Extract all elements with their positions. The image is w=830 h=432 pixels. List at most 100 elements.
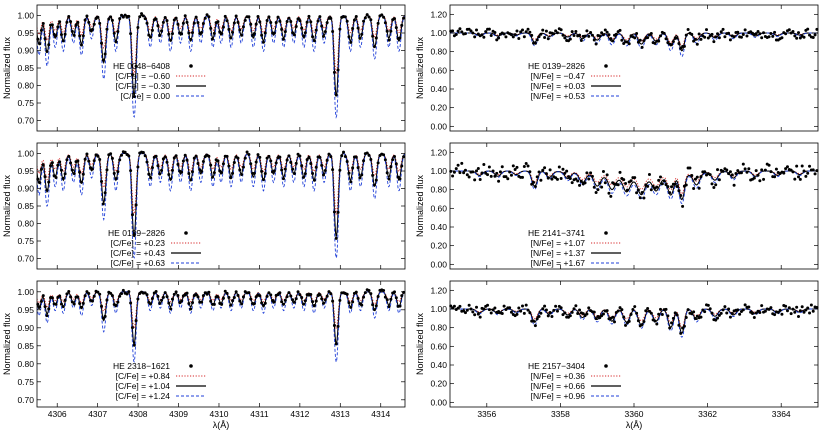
y-tick-label: 0.20 bbox=[430, 379, 447, 389]
observed-point bbox=[123, 150, 127, 154]
observed-point bbox=[670, 321, 674, 325]
observed-point bbox=[460, 161, 464, 165]
y-tick-label: 0.95 bbox=[17, 166, 34, 176]
observed-point bbox=[793, 177, 797, 181]
observed-point bbox=[646, 184, 650, 188]
observed-point bbox=[160, 168, 164, 172]
observed-point bbox=[638, 196, 642, 200]
series-line-0 bbox=[37, 153, 405, 216]
observed-point bbox=[338, 27, 342, 31]
observed-point bbox=[543, 36, 547, 40]
observed-point bbox=[105, 168, 109, 172]
observed-point bbox=[666, 314, 670, 318]
observed-point bbox=[394, 26, 398, 30]
observed-point bbox=[515, 29, 519, 33]
observed-point bbox=[684, 33, 688, 37]
observed-point bbox=[365, 151, 369, 155]
observed-point bbox=[356, 296, 360, 300]
observed-point bbox=[555, 177, 559, 181]
observed-point bbox=[662, 179, 666, 183]
observed-point bbox=[714, 35, 718, 39]
observed-point bbox=[112, 171, 116, 175]
observed-point bbox=[291, 31, 295, 35]
observed-point bbox=[322, 34, 326, 38]
observed-point bbox=[646, 36, 650, 40]
observed-point bbox=[183, 14, 187, 18]
observed-point bbox=[400, 294, 404, 298]
observed-point bbox=[600, 185, 604, 189]
observed-point bbox=[487, 308, 491, 312]
observed-point bbox=[272, 169, 276, 173]
observed-point bbox=[47, 307, 51, 311]
observed-point bbox=[227, 296, 231, 300]
observed-point bbox=[263, 301, 267, 305]
observed-point bbox=[58, 160, 62, 164]
observed-point bbox=[167, 173, 171, 177]
y-tick-label: 0.60 bbox=[430, 65, 447, 75]
observed-point bbox=[278, 291, 282, 295]
observed-point bbox=[524, 30, 528, 34]
observed-point bbox=[739, 35, 743, 39]
observed-point bbox=[109, 152, 113, 156]
observed-point bbox=[769, 306, 773, 310]
observed-point bbox=[522, 311, 526, 315]
observed-point bbox=[120, 153, 124, 157]
observed-point bbox=[83, 18, 87, 22]
observed-point bbox=[61, 39, 65, 43]
observed-point bbox=[79, 305, 83, 309]
observed-point bbox=[221, 25, 225, 29]
observed-point bbox=[192, 156, 196, 160]
observed-point bbox=[526, 27, 530, 31]
observed-point bbox=[189, 178, 193, 182]
observed-point bbox=[475, 28, 478, 32]
observed-point bbox=[469, 29, 473, 33]
legend-marker-observed bbox=[604, 64, 608, 68]
observed-point bbox=[283, 167, 287, 171]
legend-marker-observed bbox=[604, 231, 608, 235]
observed-point bbox=[50, 161, 54, 165]
observed-point bbox=[103, 52, 107, 56]
observed-point bbox=[473, 35, 477, 39]
observed-point bbox=[303, 172, 307, 176]
observed-point bbox=[721, 308, 725, 312]
observed-point bbox=[387, 38, 391, 42]
observed-point bbox=[320, 163, 324, 167]
observed-point bbox=[463, 168, 467, 172]
observed-point bbox=[49, 164, 53, 168]
observed-point bbox=[163, 15, 167, 19]
observed-point bbox=[285, 20, 289, 23]
observed-point bbox=[232, 21, 236, 25]
legend-entry-label: [N/Fe] = +1.67 bbox=[531, 258, 586, 268]
observed-point bbox=[544, 29, 548, 33]
observed-point bbox=[784, 167, 788, 171]
observed-point bbox=[187, 31, 191, 35]
observed-point bbox=[78, 34, 82, 38]
observed-point bbox=[231, 299, 235, 303]
observed-point bbox=[201, 294, 205, 298]
x-tick-label: 4306 bbox=[48, 409, 67, 419]
observed-point bbox=[570, 30, 574, 34]
observed-point bbox=[136, 297, 140, 301]
observed-point bbox=[743, 303, 747, 307]
observed-point bbox=[318, 155, 322, 159]
observed-point bbox=[601, 312, 605, 316]
observed-point bbox=[387, 177, 391, 181]
observed-point bbox=[362, 159, 366, 163]
observed-point bbox=[785, 309, 789, 313]
observed-point bbox=[524, 303, 528, 307]
observed-point bbox=[336, 68, 340, 72]
y-tick-label: 1.00 bbox=[17, 149, 34, 159]
legend-entry-label: [C/Fe] = +0.84 bbox=[116, 371, 171, 381]
observed-point bbox=[190, 301, 194, 305]
observed-point bbox=[493, 31, 497, 34]
observed-point bbox=[541, 168, 545, 172]
observed-point bbox=[265, 294, 269, 298]
observed-point bbox=[180, 32, 184, 36]
observed-point bbox=[189, 37, 193, 41]
observed-point bbox=[592, 310, 596, 314]
observed-point bbox=[489, 34, 493, 38]
legend-entry-label: [C/Fe] = −0.30 bbox=[116, 81, 171, 91]
x-tick-label: 4314 bbox=[371, 409, 390, 419]
observed-point bbox=[533, 324, 537, 328]
observed-point bbox=[90, 299, 94, 303]
